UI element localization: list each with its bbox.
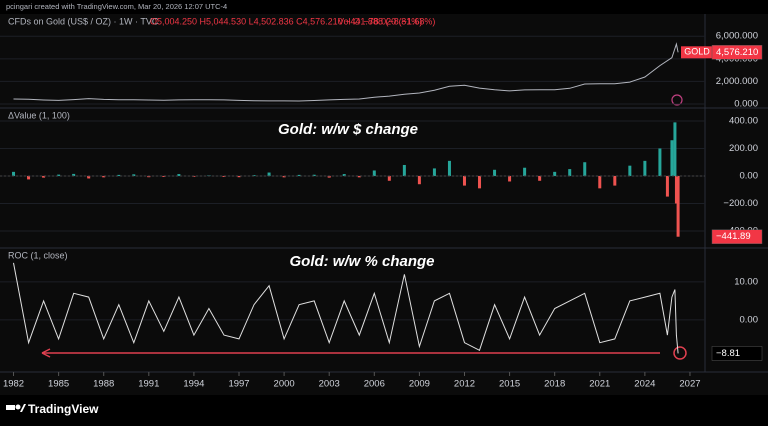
line [13,262,679,354]
line [13,42,679,102]
last-value-label: −8.81 [716,348,740,359]
ohlc: O5,004.250 H5,044.530 L4,502.836 C4,576.… [150,16,422,26]
bar [327,175,331,178]
bar [447,160,451,176]
arrow [41,346,687,360]
bar [538,175,542,181]
x-tick-label: 1997 [228,379,249,390]
x-tick-label: 2006 [364,379,385,390]
last-value-tag [711,45,763,60]
bar [237,175,241,178]
x-tick-label: 2027 [679,379,700,390]
y-tick-label: 0.000 [734,99,758,110]
bar [673,122,677,176]
credit: pcingari created with TradingView.com, M… [6,2,227,11]
bar [462,175,466,186]
bar [658,148,662,176]
bar [493,169,497,176]
bar [42,175,46,178]
bar [282,175,286,178]
x-tick-label: 1991 [138,379,159,390]
bar [643,160,647,176]
bar [267,172,271,176]
bar [613,175,617,186]
x-tick-label: 1994 [183,379,204,390]
last-value-label: 4,576.210 [716,47,758,58]
y-tick-label: 200.00 [729,143,758,154]
x-tick-label: 2003 [319,379,340,390]
y-tick-label: 6,000.000 [716,31,758,42]
bar [87,175,91,179]
last-value-tag [711,346,763,361]
x-tick-label: 2024 [634,379,655,390]
last-value-label: −441.89 [716,231,751,242]
bar [387,175,391,181]
bar [417,175,421,185]
volume: Vol ∅ −78.020 (−1.68%) [338,16,435,26]
pane-title: ΔValue (1, 100) [8,110,70,120]
bar [342,174,346,176]
x-tick-label: 2015 [499,379,520,390]
bar [628,165,632,176]
symbol-label: GOLD [684,47,710,57]
x-tick-label: 2012 [454,379,475,390]
bar [312,174,316,176]
credit-bar [0,0,768,14]
footer [0,395,768,426]
bar [357,175,361,178]
annotation: Gold: w/w % change [289,253,434,270]
bar [568,169,572,176]
logo [6,404,26,412]
bar [252,175,256,176]
x-tick-label: 1988 [93,379,114,390]
x-tick-label: 2009 [409,379,430,390]
annotation: Gold: w/w $ change [278,121,418,138]
bar [598,175,602,189]
pane-title: CFDs on Gold (US$ / OZ) · 1W · TVC [8,16,159,26]
bar [72,173,76,176]
y-tick-label: −200.00 [723,198,758,209]
bar [665,175,669,197]
bar [177,174,181,176]
bar [222,175,226,177]
y-tick-label: 0.00 [740,170,759,181]
last-value-tag [711,229,763,244]
y-tick-label: 2,000.000 [716,76,758,87]
bar [523,167,527,176]
bar [508,175,512,182]
bar [402,164,406,176]
x-tick-label: 2021 [589,379,610,390]
bar [670,140,674,176]
bar [12,171,16,176]
bar [147,175,151,178]
pane-title: ROC (1, close) [8,250,68,260]
bar [583,162,587,176]
bar [297,174,301,176]
bar [674,175,678,204]
y-tick-label: 400.00 [729,116,758,127]
bar [432,168,436,176]
symbol-tag [681,46,713,59]
x-tick-label: 1982 [3,379,24,390]
bar [27,175,31,180]
bar [372,170,376,176]
y-tick-label: 0.00 [740,314,759,325]
y-tick-label: 10.00 [734,276,758,287]
bar [162,175,166,177]
bar [57,174,61,176]
x-tick-label: 1985 [48,379,69,390]
event-icon [671,94,683,106]
bar [132,174,136,176]
bar [102,175,106,178]
bar [117,174,121,176]
brand: TradingView [28,402,99,416]
x-tick-label: 2000 [274,379,295,390]
bar [553,171,557,176]
x-tick-label: 2018 [544,379,565,390]
bar [478,175,482,189]
bar [676,175,680,237]
